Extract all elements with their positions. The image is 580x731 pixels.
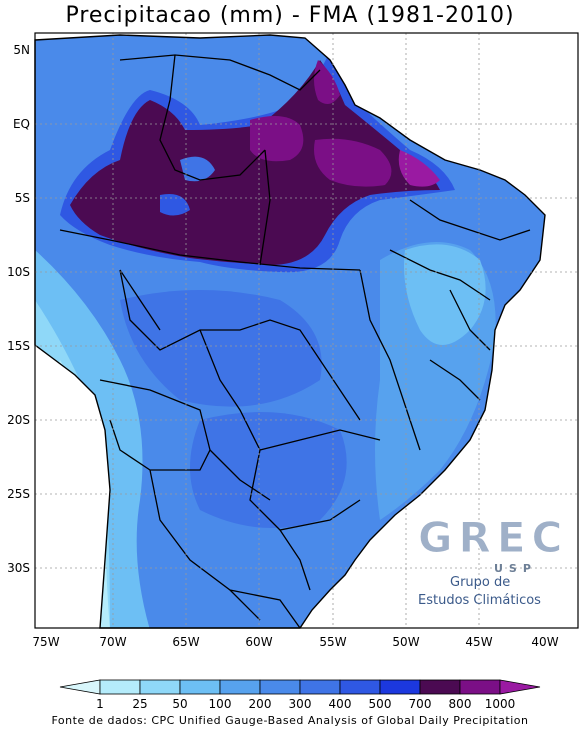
lat-label: 30S <box>7 561 30 575</box>
lat-label: 5N <box>13 43 30 57</box>
graticule <box>35 33 578 628</box>
lon-label: 50W <box>392 635 419 649</box>
map-title: Precipitacao (mm) - FMA (1981-2010) <box>65 3 515 28</box>
legend-label: 100 <box>209 697 232 711</box>
legend-label: 50 <box>172 697 187 711</box>
legend-label: 300 <box>289 697 312 711</box>
data-source-footer: Fonte de dados: CPC Unified Gauge-Based … <box>51 714 529 727</box>
grec-logo: GREC USP Grupo de Estudos Climáticos <box>418 513 568 609</box>
legend-swatch <box>299 679 341 695</box>
lon-label: 70W <box>99 635 126 649</box>
lat-label: 5S <box>15 191 30 205</box>
color-legend: 1 25 50 100 200 300 400 500 700 800 1000 <box>59 679 541 711</box>
lon-label: 75W <box>32 635 59 649</box>
lon-label: 60W <box>245 635 272 649</box>
logo-sub: USP <box>494 562 537 575</box>
lon-label: 55W <box>319 635 346 649</box>
longitude-labels: 75W 70W 65W 60W 55W 50W 45W 40W <box>32 635 558 649</box>
legend-swatch <box>339 679 381 695</box>
legend-label: 1 <box>96 697 104 711</box>
legend-swatch <box>379 679 421 695</box>
lat-label: 15S <box>7 339 30 353</box>
legend-min-arrow <box>59 679 101 695</box>
latitude-labels: 5N EQ 5S 10S 15S 20S 25S 30S <box>7 43 30 575</box>
legend-swatch <box>179 679 221 695</box>
legend-swatch <box>219 679 261 695</box>
lat-label: 25S <box>7 487 30 501</box>
legend-swatch <box>459 679 501 695</box>
legend-swatch <box>139 679 181 695</box>
legend-label: 1000 <box>485 697 516 711</box>
lon-label: 45W <box>465 635 492 649</box>
country-borders <box>59 54 531 629</box>
lat-label: 10S <box>7 265 30 279</box>
logo-line2: Estudos Climáticos <box>418 593 541 608</box>
lat-label: 20S <box>7 413 30 427</box>
legend-max-arrow <box>499 679 541 695</box>
lon-label: 65W <box>172 635 199 649</box>
lon-label: 40W <box>531 635 558 649</box>
map-frame <box>34 32 579 629</box>
legend-swatch <box>419 679 461 695</box>
legend-label: 400 <box>329 697 352 711</box>
logo-line1: Grupo de <box>450 575 510 590</box>
legend-swatch <box>259 679 301 695</box>
logo-letters: GREC <box>418 513 568 562</box>
legend-label: 700 <box>409 697 432 711</box>
legend-label: 500 <box>369 697 392 711</box>
legend-swatch <box>99 679 141 695</box>
lat-label: EQ <box>13 117 30 131</box>
legend-label: 25 <box>132 697 147 711</box>
legend-label: 800 <box>449 697 472 711</box>
legend-label: 200 <box>249 697 272 711</box>
